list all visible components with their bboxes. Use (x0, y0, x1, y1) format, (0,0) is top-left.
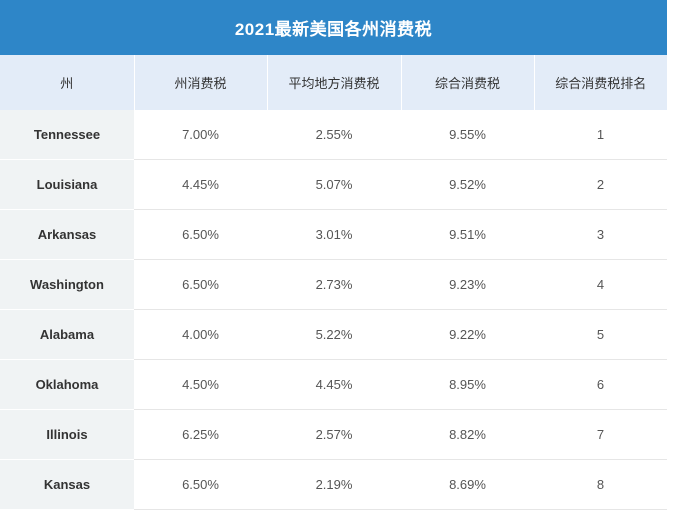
header-state-tax: 州消费税 (134, 55, 268, 110)
avg-local-tax: 2.57% (267, 409, 401, 460)
combined-tax: 9.55% (401, 110, 534, 160)
table-title: 2021最新美国各州消费税 (0, 0, 667, 55)
avg-local-tax: 5.22% (267, 309, 401, 360)
state-tax: 6.25% (134, 409, 267, 460)
state-name: Louisiana (0, 159, 134, 210)
header-row: 州 州消费税 平均地方消费税 综合消费税 综合消费税排名 (0, 55, 667, 110)
header-state: 州 (0, 55, 135, 110)
table-row: Louisiana 4.45% 5.07% 9.52% 2 (0, 159, 667, 210)
header-combined-rank: 综合消费税排名 (534, 55, 667, 110)
combined-tax: 9.23% (401, 259, 534, 310)
state-name: Alabama (0, 309, 134, 360)
state-tax: 4.45% (134, 159, 267, 210)
avg-local-tax: 5.07% (267, 159, 401, 210)
avg-local-tax: 4.45% (267, 359, 401, 410)
state-tax: 6.50% (134, 259, 267, 310)
combined-tax: 9.52% (401, 159, 534, 210)
state-tax: 4.50% (134, 359, 267, 410)
combined-rank: 4 (534, 259, 667, 310)
combined-tax: 8.82% (401, 409, 534, 460)
sales-tax-table: 州 州消费税 平均地方消费税 综合消费税 综合消费税排名 Tennessee 7… (0, 55, 667, 510)
combined-rank: 1 (534, 110, 667, 160)
state-name: Oklahoma (0, 359, 134, 410)
state-name: Tennessee (0, 110, 134, 160)
state-tax: 6.50% (134, 209, 267, 260)
combined-tax: 9.51% (401, 209, 534, 260)
combined-rank: 7 (534, 409, 667, 460)
avg-local-tax: 3.01% (267, 209, 401, 260)
combined-rank: 3 (534, 209, 667, 260)
table-row: Illinois 6.25% 2.57% 8.82% 7 (0, 409, 667, 460)
table-row: Tennessee 7.00% 2.55% 9.55% 1 (0, 110, 667, 160)
table-row: Oklahoma 4.50% 4.45% 8.95% 6 (0, 359, 667, 410)
combined-tax: 8.69% (401, 459, 534, 510)
state-tax: 4.00% (134, 309, 267, 360)
table-row: Kansas 6.50% 2.19% 8.69% 8 (0, 459, 667, 510)
combined-rank: 5 (534, 309, 667, 360)
tax-table-image: 2021最新美国各州消费税 州 州消费税 平均地方消费税 综合消费税 综合消费税… (0, 0, 667, 511)
table-row: Alabama 4.00% 5.22% 9.22% 5 (0, 309, 667, 360)
combined-tax: 8.95% (401, 359, 534, 410)
state-name: Arkansas (0, 209, 134, 260)
header-combined-tax: 综合消费税 (401, 55, 535, 110)
header-avg-local-tax: 平均地方消费税 (267, 55, 402, 110)
avg-local-tax: 2.19% (267, 459, 401, 510)
combined-rank: 6 (534, 359, 667, 410)
table-row: Washington 6.50% 2.73% 9.23% 4 (0, 259, 667, 310)
state-tax: 7.00% (134, 110, 267, 160)
state-tax: 6.50% (134, 459, 267, 510)
combined-rank: 2 (534, 159, 667, 210)
table-row: Arkansas 6.50% 3.01% 9.51% 3 (0, 209, 667, 260)
state-name: Kansas (0, 459, 134, 510)
avg-local-tax: 2.55% (267, 110, 401, 160)
state-name: Washington (0, 259, 134, 310)
combined-tax: 9.22% (401, 309, 534, 360)
combined-rank: 8 (534, 459, 667, 510)
state-name: Illinois (0, 409, 134, 460)
avg-local-tax: 2.73% (267, 259, 401, 310)
